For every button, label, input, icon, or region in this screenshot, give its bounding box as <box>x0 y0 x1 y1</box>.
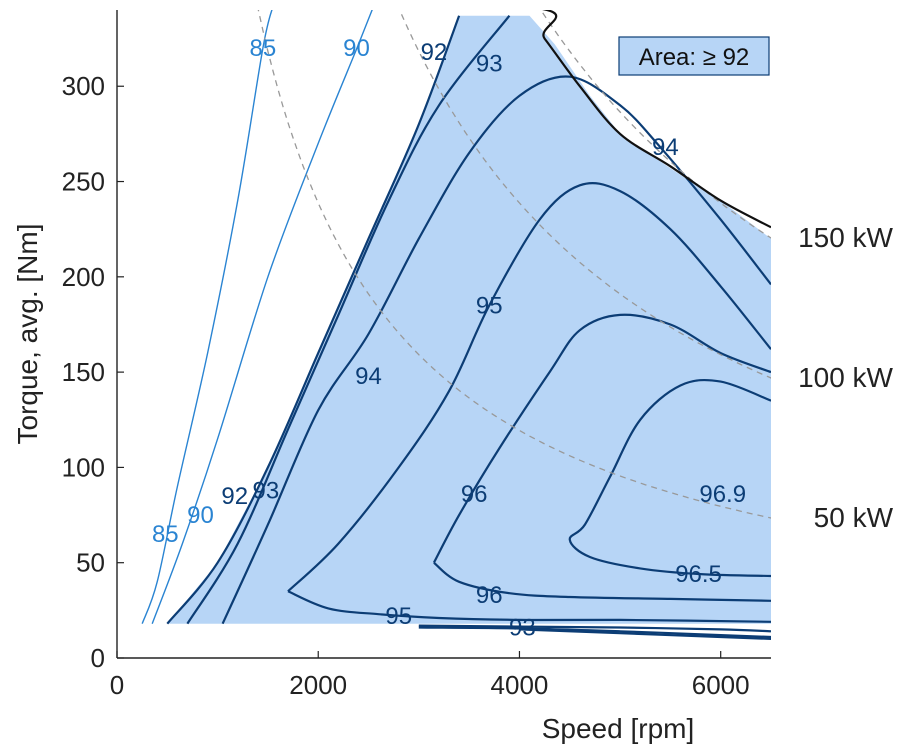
contour-label-95: 95 <box>476 292 503 319</box>
legend: Area: ≥ 92 <box>618 36 770 76</box>
contour-line-96 <box>432 313 771 564</box>
y-tick-label-50: 50 <box>76 548 105 578</box>
contour-label-cluster: 93 <box>509 615 536 642</box>
contour-label-85-b: 85 <box>152 521 179 548</box>
power-label-100kw: 100 kW <box>798 362 893 393</box>
efficiency-area <box>167 15 771 624</box>
contour-line-92 <box>166 15 461 625</box>
legend-label: Area: ≥ 92 <box>639 44 750 71</box>
contour-line-93 <box>186 15 511 625</box>
contour-label-94-b: 94 <box>652 134 679 161</box>
contour-line-94 <box>221 75 771 625</box>
contour-label-93-b: 93 <box>253 477 280 504</box>
contour-label-92-b: 92 <box>221 483 248 510</box>
contour-layer <box>141 10 771 640</box>
y-tick-label-150: 150 <box>62 357 105 387</box>
power-curve-150kw <box>540 10 771 239</box>
contour-label-93: 93 <box>476 50 503 77</box>
contour-line-96-low <box>433 561 771 602</box>
contour-label-96.9: 96.9 <box>699 481 746 508</box>
power-label-50kw: 50 kW <box>814 502 894 533</box>
power-curve-50kw <box>257 10 771 519</box>
contour-line-95 <box>287 182 771 593</box>
contour-label-92: 92 <box>421 39 448 66</box>
envelope-layer <box>541 10 771 229</box>
x-tick-label-0: 0 <box>110 670 124 700</box>
contour-line-85 <box>141 10 273 624</box>
x-axis-label: Speed [rpm] <box>542 713 695 744</box>
power-curve-100kw <box>398 10 771 379</box>
contour-label-90-b: 90 <box>187 502 214 529</box>
contour-label-90: 90 <box>343 35 370 62</box>
y-tick-label-300: 300 <box>62 71 105 101</box>
power-label-150kw: 150 kW <box>798 222 893 253</box>
y-axis-label: Torque, avg. [Nm] <box>12 224 43 445</box>
x-tick-label-2000: 2000 <box>289 670 347 700</box>
axes-layer: 0 2000 4000 6000 0 50 100 150 200 250 300 Speed [rp… <box>12 10 771 744</box>
contour-label-95-b: 95 <box>385 603 412 630</box>
x-tick-label-6000: 6000 <box>692 670 750 700</box>
y-tick-label-0: 0 <box>91 643 105 673</box>
contour-line-low-b <box>418 626 771 639</box>
contour-label-94: 94 <box>355 363 382 390</box>
y-tick-label-250: 250 <box>62 167 105 197</box>
contour-label-96: 96 <box>461 481 488 508</box>
legend-box <box>618 36 770 76</box>
contour-line-low-c <box>519 628 771 640</box>
torque-envelope-line <box>541 10 771 229</box>
contour-line-95-low <box>287 590 771 623</box>
contour-label-96.5: 96.5 <box>675 561 722 588</box>
contour-label-85: 85 <box>250 35 277 62</box>
power-curve-layer <box>257 10 771 519</box>
y-tick-label-100: 100 <box>62 452 105 482</box>
contour-line-96.5 <box>568 378 771 578</box>
contour-line-90 <box>151 10 373 624</box>
y-tick-label-200: 200 <box>62 262 105 292</box>
contour-line-low-a <box>418 624 771 633</box>
contour-label-96-b: 96 <box>476 582 503 609</box>
x-tick-label-4000: 4000 <box>491 670 549 700</box>
efficiency-region-layer <box>167 15 771 624</box>
